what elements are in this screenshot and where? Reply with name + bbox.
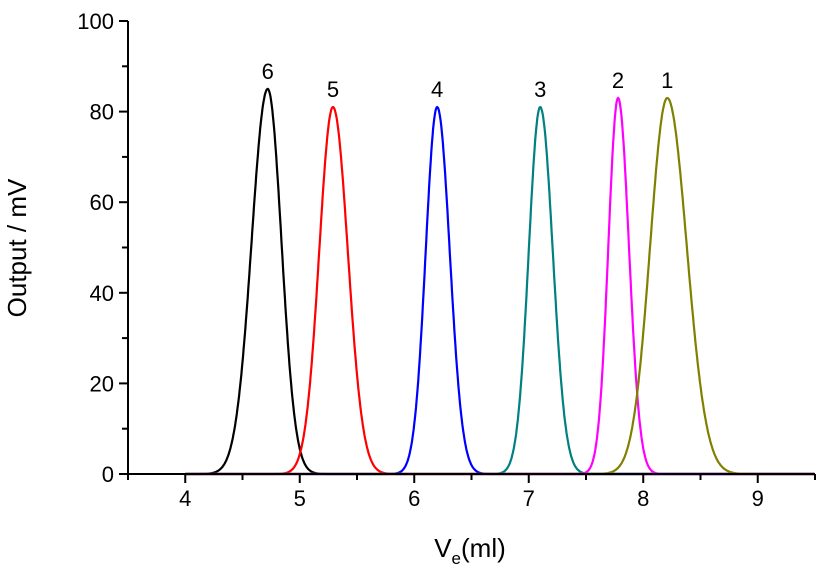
x-axis-label: Ve(ml)	[434, 533, 506, 568]
y-tick-label: 60	[90, 190, 114, 215]
x-tick-label: 9	[752, 486, 764, 511]
series-line-2	[185, 96, 815, 476]
x-tick-label: 5	[294, 486, 306, 511]
series-line-3	[185, 105, 815, 476]
x-axis-label-unit: (ml)	[461, 533, 506, 563]
series-line-1	[185, 96, 815, 476]
y-tick-label: 0	[102, 462, 114, 487]
peak-label-4: 4	[431, 77, 443, 102]
x-tick-label: 4	[179, 486, 191, 511]
x-tick-label: 8	[637, 486, 649, 511]
x-tick-label: 6	[408, 486, 420, 511]
series-line-5	[185, 105, 815, 476]
peak-label-2: 2	[612, 68, 624, 93]
peak-label-1: 1	[661, 68, 673, 93]
y-tick-label: 80	[90, 100, 114, 125]
y-tick-label: 100	[77, 9, 114, 34]
peak-label-6: 6	[262, 59, 274, 84]
y-axis-label: Output / mV	[2, 178, 32, 317]
y-tick-label: 20	[90, 371, 114, 396]
peak-label-5: 5	[327, 77, 339, 102]
series-line-6	[185, 87, 815, 476]
series-line-4	[185, 105, 815, 476]
x-tick-label: 7	[523, 486, 535, 511]
y-tick-label: 40	[90, 281, 114, 306]
x-axis-label-subscript: e	[452, 549, 461, 568]
peak-label-3: 3	[534, 77, 546, 102]
